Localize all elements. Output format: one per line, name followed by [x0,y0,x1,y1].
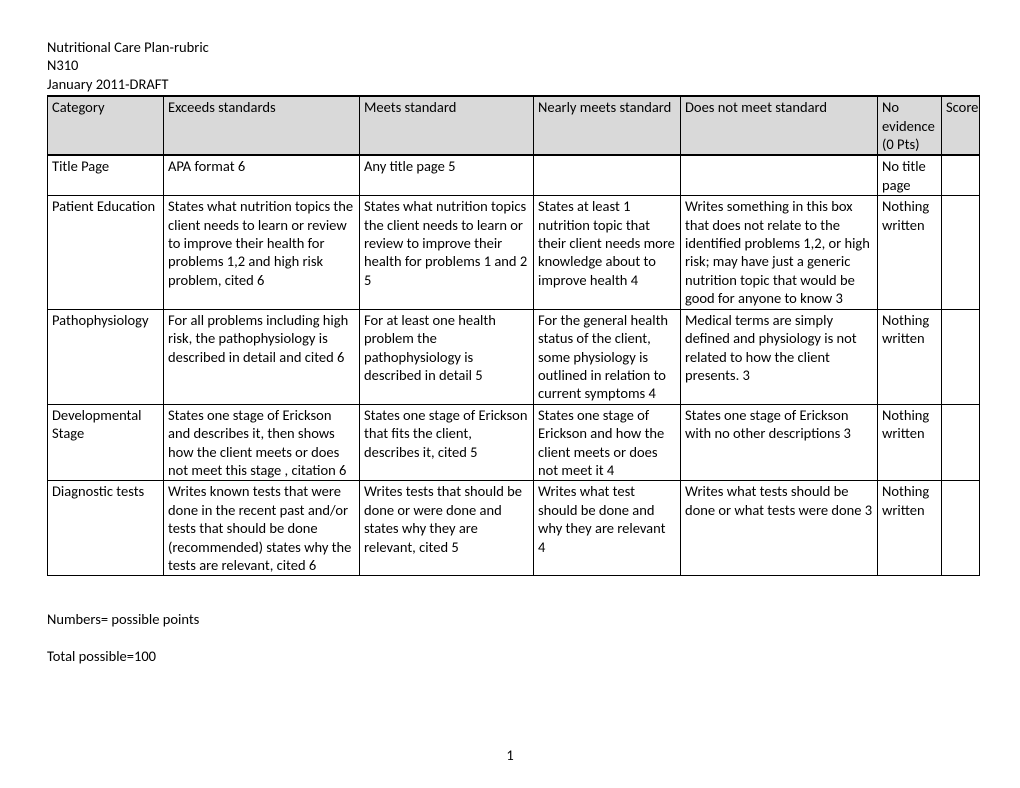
cell-exceeds: For all problems including high risk, th… [164,309,360,404]
heading-line-2: N310 [47,56,973,74]
cell-noevidence: No title page [878,155,942,195]
cell-meets: For at least one health problem the path… [360,309,534,404]
cell-doesnot: States one stage of Erickson with no oth… [681,404,878,481]
table-row: Patient EducationStates what nutrition t… [48,196,980,309]
col-header-noevidence: No evidence (0 Pts) [878,96,942,155]
rubric-table: Category Exceeds standards Meets standar… [47,95,980,576]
note-total-possible: Total possible=100 [47,647,973,665]
cell-noevidence: Nothing written [878,481,942,576]
document-heading: Nutritional Care Plan-rubric N310 Januar… [47,38,973,93]
col-header-score: Score [942,96,980,155]
rubric-table-head: Category Exceeds standards Meets standar… [48,96,980,155]
cell-score [942,309,980,404]
cell-score [942,481,980,576]
cell-exceeds: States what nutrition topics the client … [164,196,360,309]
cell-nearly [534,155,681,195]
cell-nearly: States one stage of Erickson and how the… [534,404,681,481]
cell-meets: Any title page 5 [360,155,534,195]
heading-line-1: Nutritional Care Plan-rubric [47,38,973,56]
cell-meets: States what nutrition topics the client … [360,196,534,309]
cell-meets: States one stage of Erickson that fits t… [360,404,534,481]
col-header-meets: Meets standard [360,96,534,155]
cell-exceeds: Writes known tests that were done in the… [164,481,360,576]
cell-meets: Writes tests that should be done or were… [360,481,534,576]
col-header-exceeds: Exceeds standards [164,96,360,155]
footer-notes: Numbers= possible points Total possible=… [47,610,973,665]
cell-category: Pathophysiology [48,309,164,404]
cell-noevidence: Nothing written [878,196,942,309]
cell-category: Diagnostic tests [48,481,164,576]
cell-noevidence: Nothing written [878,404,942,481]
cell-nearly: States at least 1 nutrition topic that t… [534,196,681,309]
col-header-nearly: Nearly meets standard [534,96,681,155]
cell-nearly: Writes what test should be done and why … [534,481,681,576]
cell-noevidence: Nothing written [878,309,942,404]
rubric-table-body: Title PageAPA format 6Any title page 5 No… [48,155,980,575]
cell-exceeds: States one stage of Erickson and describ… [164,404,360,481]
cell-nearly: For the general health status of the cli… [534,309,681,404]
cell-score [942,404,980,481]
cell-doesnot [681,155,878,195]
page-number: 1 [0,746,1020,764]
document-page: Nutritional Care Plan-rubric N310 Januar… [0,0,1020,788]
table-row: Title PageAPA format 6Any title page 5 No… [48,155,980,195]
cell-doesnot: Writes something in this box that does n… [681,196,878,309]
col-header-category: Category [48,96,164,155]
table-row: Diagnostic testsWrites known tests that … [48,481,980,576]
cell-score [942,155,980,195]
cell-exceeds: APA format 6 [164,155,360,195]
note-possible-points: Numbers= possible points [47,610,973,628]
cell-doesnot: Medical terms are simply defined and phy… [681,309,878,404]
table-row: Developmental StageStates one stage of E… [48,404,980,481]
cell-category: Patient Education [48,196,164,309]
cell-category: Title Page [48,155,164,195]
cell-score [942,196,980,309]
cell-category: Developmental Stage [48,404,164,481]
table-row: PathophysiologyFor all problems includin… [48,309,980,404]
table-header-row: Category Exceeds standards Meets standar… [48,96,980,155]
col-header-doesnot: Does not meet standard [681,96,878,155]
cell-doesnot: Writes what tests should be done or what… [681,481,878,576]
heading-line-3: January 2011-DRAFT [47,75,973,93]
